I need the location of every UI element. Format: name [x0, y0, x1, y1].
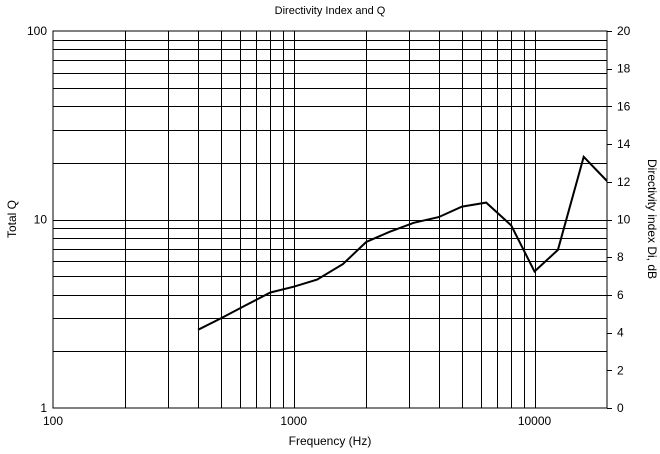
y2-tick-label: 16: [617, 99, 631, 113]
chart-title: Directivity Index and Q: [275, 5, 386, 17]
x-tick-labels: 100 1000 10000: [43, 414, 552, 428]
y2-tick-label: 8: [617, 250, 624, 264]
y-tick-labels: 1 10 100: [27, 24, 47, 415]
x-tick-label: 10000: [518, 414, 552, 428]
x-axis-label: Frequency (Hz): [289, 434, 372, 448]
series-layer: [197, 154, 608, 331]
series-line: [197, 154, 608, 331]
grid: [53, 31, 607, 408]
x-tick-label: 100: [43, 414, 63, 428]
y-tick-label: 100: [27, 24, 47, 38]
x-tick-label: 1000: [280, 414, 307, 428]
y2-tick-labels: 0 2 4 6 8 10 12 14 16 18 20: [607, 24, 631, 415]
y-tick-label: 10: [34, 213, 48, 227]
y2-tick-label: 4: [617, 326, 624, 340]
y2-tick-label: 20: [617, 24, 631, 38]
plot-frame: [52, 30, 608, 409]
y2-tick-label: 0: [617, 401, 624, 415]
y-axis-label: Total Q: [5, 200, 19, 238]
y-tick-label: 1: [40, 401, 47, 415]
y2-tick-label: 18: [617, 62, 631, 76]
y2-tick-label: 12: [617, 175, 631, 189]
y2-tick-label: 2: [617, 363, 624, 377]
y2-axis-label: Directivity index Di, dB: [645, 159, 659, 279]
y2-tick-label: 14: [617, 137, 631, 151]
y2-tick-label: 6: [617, 288, 624, 302]
y2-tick-label: 10: [617, 213, 631, 227]
